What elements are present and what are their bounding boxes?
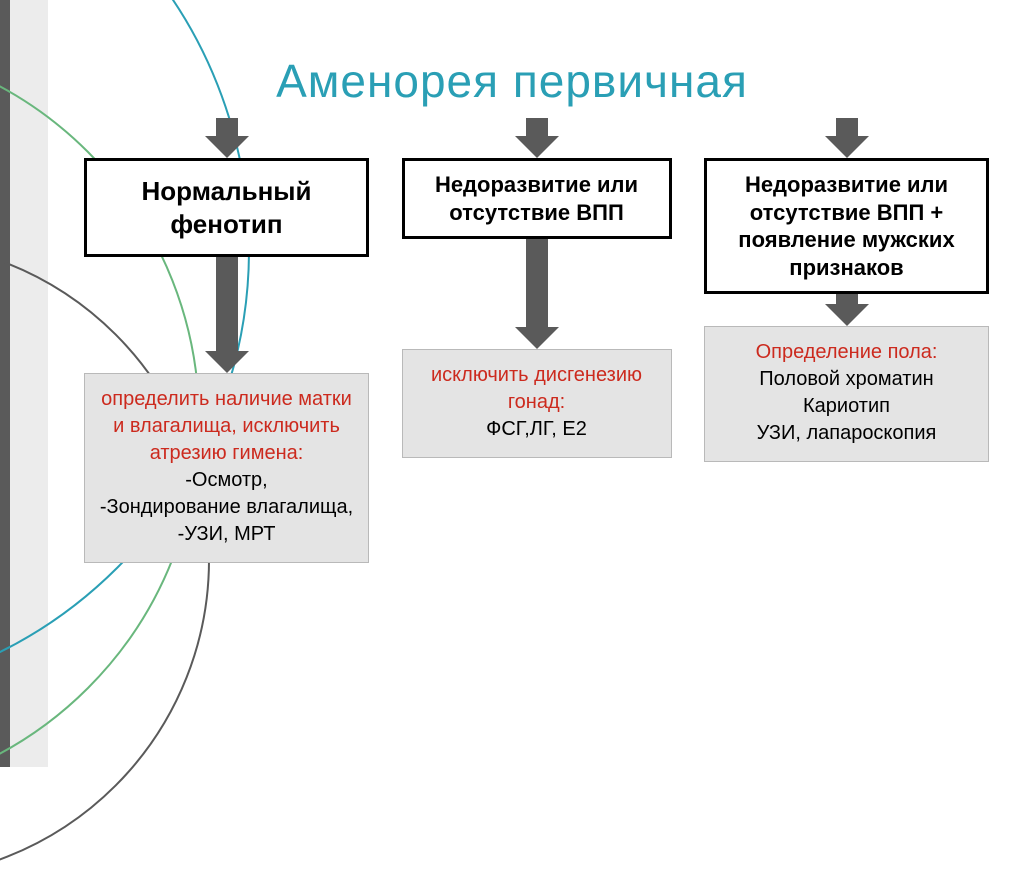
action-box-2: Определение пола: Половой хроматинКариот… [704, 326, 989, 462]
action-black-1: ФСГ,ЛГ, Е2 [413, 416, 661, 443]
arrow-top-0 [205, 118, 249, 158]
arrow-mid-2 [825, 294, 869, 326]
action-box-1: исключить дисгенезию гонад: ФСГ,ЛГ, Е2 [402, 349, 672, 458]
arrow-mid-1 [515, 239, 559, 349]
action-black-2: Половой хроматинКариотипУЗИ, лапароскопи… [715, 366, 978, 447]
action-red-0: определить наличие матки и влагалища, ис… [95, 386, 358, 467]
action-box-0: определить наличие матки и влагалища, ис… [84, 373, 369, 563]
arrow-mid-0 [205, 257, 249, 373]
flow-columns: Нормальный фенотип определить наличие ма… [84, 118, 989, 563]
column-2: Недоразвитие или отсутствие ВПП + появле… [704, 118, 989, 563]
arrow-top-1 [515, 118, 559, 158]
category-box-0: Нормальный фенотип [84, 158, 369, 257]
action-black-0: -Осмотр,-Зондирование влагалища,-УЗИ, МР… [95, 467, 358, 548]
column-1: Недоразвитие или отсутствие ВПП исключит… [402, 118, 672, 563]
action-red-2: Определение пола: [715, 339, 978, 366]
category-box-1: Недоразвитие или отсутствие ВПП [402, 158, 672, 239]
category-box-2: Недоразвитие или отсутствие ВПП + появле… [704, 158, 989, 294]
arrow-top-2 [825, 118, 869, 158]
page-title: Аменорея первичная [276, 54, 748, 108]
action-red-1: исключить дисгенезию гонад: [413, 362, 661, 416]
column-0: Нормальный фенотип определить наличие ма… [84, 118, 369, 563]
